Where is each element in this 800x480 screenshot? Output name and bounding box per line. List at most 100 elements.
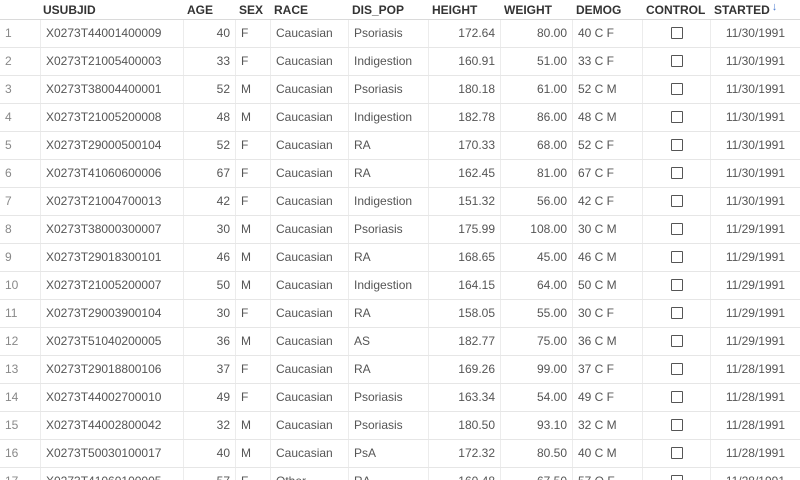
cell-race[interactable]: Caucasian: [271, 76, 349, 103]
table-row[interactable]: 14 X0273T44002700010 49 F Caucasian Psoriasis…: [0, 384, 800, 412]
cell-height[interactable]: 160.91: [429, 48, 501, 75]
cell-race[interactable]: Caucasian: [271, 216, 349, 243]
cell-sex[interactable]: M: [236, 244, 271, 271]
cell-race[interactable]: Caucasian: [271, 160, 349, 187]
cell-height[interactable]: 172.32: [429, 440, 501, 467]
cell-started[interactable]: 11/28/1991: [725, 390, 785, 404]
row-index[interactable]: 8: [0, 216, 41, 243]
cell-weight[interactable]: 64.00: [501, 272, 573, 299]
cell-sex[interactable]: M: [236, 76, 271, 103]
cell-usubjid[interactable]: X0273T44002700010: [41, 384, 184, 411]
column-header-usubjid[interactable]: USUBJID: [43, 3, 96, 17]
cell-sex[interactable]: M: [236, 272, 271, 299]
cell-height[interactable]: 175.99: [429, 216, 501, 243]
cell-usubjid[interactable]: X0273T21004700013: [41, 188, 184, 215]
control-checkbox[interactable]: [670, 278, 683, 291]
cell-usubjid[interactable]: X0273T51040200005: [41, 328, 184, 355]
cell-demog[interactable]: 30 C F: [573, 300, 643, 327]
cell-dis-pop[interactable]: Psoriasis: [349, 76, 429, 103]
cell-height[interactable]: 158.05: [429, 300, 501, 327]
cell-started[interactable]: 11/29/1991: [725, 306, 785, 320]
cell-race[interactable]: Caucasian: [271, 384, 349, 411]
row-index[interactable]: 2: [0, 48, 41, 75]
cell-age[interactable]: 50: [184, 272, 236, 299]
control-checkbox[interactable]: [670, 166, 683, 179]
cell-age[interactable]: 67: [184, 160, 236, 187]
cell-dis-pop[interactable]: RA: [349, 244, 429, 271]
cell-started[interactable]: 11/28/1991: [725, 446, 785, 460]
column-header-dis-pop[interactable]: DIS_POP: [352, 3, 405, 17]
cell-sex[interactable]: M: [236, 328, 271, 355]
cell-started[interactable]: 11/28/1991: [725, 418, 785, 432]
cell-started[interactable]: 11/30/1991: [725, 26, 785, 40]
cell-sex[interactable]: F: [236, 48, 271, 75]
cell-weight[interactable]: 86.00: [501, 104, 573, 131]
cell-age[interactable]: 46: [184, 244, 236, 271]
cell-weight[interactable]: 80.50: [501, 440, 573, 467]
cell-race[interactable]: Other: [271, 468, 349, 480]
cell-weight[interactable]: 80.00: [501, 20, 573, 47]
cell-sex[interactable]: F: [236, 468, 271, 480]
cell-age[interactable]: 52: [184, 76, 236, 103]
cell-dis-pop[interactable]: RA: [349, 468, 429, 480]
table-row[interactable]: 7 X0273T21004700013 42 F Caucasian Indigestio…: [0, 188, 800, 216]
cell-dis-pop[interactable]: Psoriasis: [349, 216, 429, 243]
row-index[interactable]: 15: [0, 412, 41, 439]
cell-started[interactable]: 11/29/1991: [725, 278, 785, 292]
cell-demog[interactable]: 40 C M: [573, 440, 643, 467]
cell-weight[interactable]: 61.00: [501, 76, 573, 103]
cell-age[interactable]: 49: [184, 384, 236, 411]
row-index[interactable]: 7: [0, 188, 41, 215]
cell-started[interactable]: 11/30/1991: [725, 166, 785, 180]
cell-dis-pop[interactable]: RA: [349, 160, 429, 187]
cell-demog[interactable]: 57 O F: [573, 468, 643, 480]
cell-started[interactable]: 11/29/1991: [725, 222, 785, 236]
cell-usubjid[interactable]: X0273T41060600006: [41, 160, 184, 187]
cell-weight[interactable]: 68.00: [501, 132, 573, 159]
control-checkbox[interactable]: [670, 110, 683, 123]
cell-dis-pop[interactable]: Indigestion: [349, 272, 429, 299]
control-checkbox[interactable]: [670, 222, 683, 235]
cell-age[interactable]: 42: [184, 188, 236, 215]
cell-dis-pop[interactable]: Indigestion: [349, 104, 429, 131]
row-index[interactable]: 4: [0, 104, 41, 131]
cell-race[interactable]: Caucasian: [271, 272, 349, 299]
cell-height[interactable]: 164.15: [429, 272, 501, 299]
table-row[interactable]: 9 X0273T29018300101 46 M Caucasian RA 168.65 45…: [0, 244, 800, 272]
table-row[interactable]: 12 X0273T51040200005 36 M Caucasian AS 182.77 7…: [0, 328, 800, 356]
cell-weight[interactable]: 67.50: [501, 468, 573, 480]
table-row[interactable]: 17X0273T4106010000557FOtherRA160.4867.50…: [0, 468, 800, 480]
cell-demog[interactable]: 52 C M: [573, 76, 643, 103]
column-header-started[interactable]: STARTED ↓: [711, 0, 790, 19]
cell-weight[interactable]: 51.00: [501, 48, 573, 75]
control-checkbox[interactable]: [670, 306, 683, 319]
control-checkbox[interactable]: [670, 474, 683, 480]
table-row[interactable]: 16 X0273T50030100017 40 M Caucasian PsA 172.32…: [0, 440, 800, 468]
cell-sex[interactable]: F: [236, 384, 271, 411]
cell-weight[interactable]: 45.00: [501, 244, 573, 271]
cell-sex[interactable]: M: [236, 104, 271, 131]
cell-usubjid[interactable]: X0273T38004400001: [41, 76, 184, 103]
cell-sex[interactable]: F: [236, 160, 271, 187]
control-checkbox[interactable]: [670, 390, 683, 403]
cell-race[interactable]: Caucasian: [271, 244, 349, 271]
row-index[interactable]: 13: [0, 356, 41, 383]
row-index[interactable]: 11: [0, 300, 41, 327]
cell-height[interactable]: 170.33: [429, 132, 501, 159]
cell-started[interactable]: 11/29/1991: [725, 334, 785, 348]
cell-dis-pop[interactable]: RA: [349, 132, 429, 159]
cell-age[interactable]: 33: [184, 48, 236, 75]
cell-weight[interactable]: 99.00: [501, 356, 573, 383]
table-row[interactable]: 10 X0273T21005200007 50 M Caucasian Indigesti…: [0, 272, 800, 300]
table-row[interactable]: 3 X0273T38004400001 52 M Caucasian Psoriasis 1…: [0, 76, 800, 104]
cell-dis-pop[interactable]: Indigestion: [349, 48, 429, 75]
cell-dis-pop[interactable]: PsA: [349, 440, 429, 467]
cell-usubjid[interactable]: X0273T41060100005: [41, 468, 184, 480]
cell-dis-pop[interactable]: Indigestion: [349, 188, 429, 215]
cell-started[interactable]: 11/28/1991: [725, 362, 785, 376]
cell-usubjid[interactable]: X0273T29000500104: [41, 132, 184, 159]
cell-weight[interactable]: 108.00: [501, 216, 573, 243]
cell-race[interactable]: Caucasian: [271, 328, 349, 355]
cell-started[interactable]: 11/29/1991: [725, 250, 785, 264]
control-checkbox[interactable]: [670, 138, 683, 151]
